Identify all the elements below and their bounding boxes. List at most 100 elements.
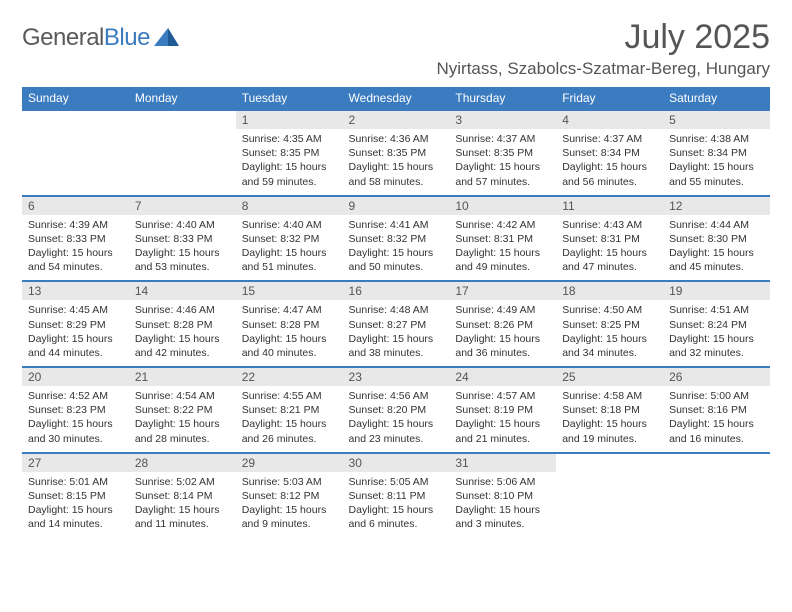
day-day2: and 16 minutes. — [669, 432, 764, 446]
day-day2: and 30 minutes. — [28, 432, 123, 446]
day-sunset: Sunset: 8:35 PM — [349, 146, 444, 160]
day-sunset: Sunset: 8:31 PM — [455, 232, 550, 246]
day-number: 3 — [449, 110, 556, 129]
day-day1: Daylight: 15 hours — [349, 332, 444, 346]
day-cell: Sunrise: 4:40 AMSunset: 8:33 PMDaylight:… — [129, 215, 236, 282]
day-day2: and 44 minutes. — [28, 346, 123, 360]
day-day2: and 49 minutes. — [455, 260, 550, 274]
day-day1: Daylight: 15 hours — [669, 332, 764, 346]
day-cell — [663, 472, 770, 538]
daynum-row: 13141516171819 — [22, 281, 770, 300]
day-day1: Daylight: 15 hours — [455, 503, 550, 517]
day-sunrise: Sunrise: 4:45 AM — [28, 303, 123, 317]
day-header: Tuesday — [236, 87, 343, 110]
day-sunset: Sunset: 8:28 PM — [242, 318, 337, 332]
day-sunset: Sunset: 8:18 PM — [562, 403, 657, 417]
day-number: 8 — [236, 196, 343, 215]
day-number: 4 — [556, 110, 663, 129]
day-day2: and 32 minutes. — [669, 346, 764, 360]
day-header: Saturday — [663, 87, 770, 110]
day-sunrise: Sunrise: 4:44 AM — [669, 218, 764, 232]
day-sunset: Sunset: 8:27 PM — [349, 318, 444, 332]
content-row: Sunrise: 4:45 AMSunset: 8:29 PMDaylight:… — [22, 300, 770, 367]
day-cell: Sunrise: 4:37 AMSunset: 8:35 PMDaylight:… — [449, 129, 556, 196]
day-sunrise: Sunrise: 4:37 AM — [562, 132, 657, 146]
day-cell — [22, 129, 129, 196]
day-day1: Daylight: 15 hours — [349, 246, 444, 260]
day-sunset: Sunset: 8:28 PM — [135, 318, 230, 332]
day-header-row: SundayMondayTuesdayWednesdayThursdayFrid… — [22, 87, 770, 110]
day-sunset: Sunset: 8:23 PM — [28, 403, 123, 417]
calendar-table: SundayMondayTuesdayWednesdayThursdayFrid… — [22, 87, 770, 537]
day-day2: and 21 minutes. — [455, 432, 550, 446]
logo-word2: Blue — [104, 24, 150, 51]
day-day1: Daylight: 15 hours — [135, 332, 230, 346]
day-sunset: Sunset: 8:34 PM — [669, 146, 764, 160]
day-sunset: Sunset: 8:35 PM — [242, 146, 337, 160]
day-number: 24 — [449, 367, 556, 386]
day-number: 9 — [343, 196, 450, 215]
day-day2: and 14 minutes. — [28, 517, 123, 531]
day-day1: Daylight: 15 hours — [349, 160, 444, 174]
daynum-row: 12345 — [22, 110, 770, 129]
logo-text: GeneralBlue — [22, 24, 150, 52]
day-number: 20 — [22, 367, 129, 386]
day-sunrise: Sunrise: 5:03 AM — [242, 475, 337, 489]
day-cell: Sunrise: 4:58 AMSunset: 8:18 PMDaylight:… — [556, 386, 663, 453]
day-sunset: Sunset: 8:32 PM — [242, 232, 337, 246]
day-day1: Daylight: 15 hours — [242, 332, 337, 346]
day-header: Wednesday — [343, 87, 450, 110]
content-row: Sunrise: 5:01 AMSunset: 8:15 PMDaylight:… — [22, 472, 770, 538]
day-sunrise: Sunrise: 4:56 AM — [349, 389, 444, 403]
day-sunrise: Sunrise: 4:49 AM — [455, 303, 550, 317]
day-day1: Daylight: 15 hours — [28, 332, 123, 346]
day-day1: Daylight: 15 hours — [669, 246, 764, 260]
day-number: 27 — [22, 453, 129, 472]
day-sunrise: Sunrise: 4:47 AM — [242, 303, 337, 317]
day-cell: Sunrise: 4:38 AMSunset: 8:34 PMDaylight:… — [663, 129, 770, 196]
day-cell: Sunrise: 4:43 AMSunset: 8:31 PMDaylight:… — [556, 215, 663, 282]
day-number: 16 — [343, 281, 450, 300]
content-row: Sunrise: 4:52 AMSunset: 8:23 PMDaylight:… — [22, 386, 770, 453]
day-cell: Sunrise: 4:46 AMSunset: 8:28 PMDaylight:… — [129, 300, 236, 367]
logo-word1: General — [22, 24, 104, 51]
day-number: 28 — [129, 453, 236, 472]
day-sunrise: Sunrise: 4:54 AM — [135, 389, 230, 403]
day-day1: Daylight: 15 hours — [455, 246, 550, 260]
day-header: Monday — [129, 87, 236, 110]
day-sunrise: Sunrise: 4:46 AM — [135, 303, 230, 317]
day-number: 22 — [236, 367, 343, 386]
content-row: Sunrise: 4:39 AMSunset: 8:33 PMDaylight:… — [22, 215, 770, 282]
day-sunset: Sunset: 8:33 PM — [135, 232, 230, 246]
day-sunset: Sunset: 8:26 PM — [455, 318, 550, 332]
day-cell: Sunrise: 4:39 AMSunset: 8:33 PMDaylight:… — [22, 215, 129, 282]
day-sunrise: Sunrise: 4:48 AM — [349, 303, 444, 317]
day-sunset: Sunset: 8:11 PM — [349, 489, 444, 503]
day-number: 10 — [449, 196, 556, 215]
daynum-row: 2728293031 — [22, 453, 770, 472]
day-number: 13 — [22, 281, 129, 300]
content-row: Sunrise: 4:35 AMSunset: 8:35 PMDaylight:… — [22, 129, 770, 196]
day-sunset: Sunset: 8:10 PM — [455, 489, 550, 503]
day-sunset: Sunset: 8:16 PM — [669, 403, 764, 417]
day-sunrise: Sunrise: 4:38 AM — [669, 132, 764, 146]
day-sunset: Sunset: 8:15 PM — [28, 489, 123, 503]
day-cell: Sunrise: 5:00 AMSunset: 8:16 PMDaylight:… — [663, 386, 770, 453]
day-day2: and 51 minutes. — [242, 260, 337, 274]
day-day1: Daylight: 15 hours — [455, 332, 550, 346]
day-sunrise: Sunrise: 4:51 AM — [669, 303, 764, 317]
day-number: 5 — [663, 110, 770, 129]
day-number — [556, 453, 663, 472]
day-cell: Sunrise: 4:37 AMSunset: 8:34 PMDaylight:… — [556, 129, 663, 196]
day-sunrise: Sunrise: 4:40 AM — [135, 218, 230, 232]
day-number: 11 — [556, 196, 663, 215]
day-day1: Daylight: 15 hours — [242, 246, 337, 260]
day-day1: Daylight: 15 hours — [242, 417, 337, 431]
day-header: Friday — [556, 87, 663, 110]
day-day1: Daylight: 15 hours — [135, 246, 230, 260]
day-sunrise: Sunrise: 4:58 AM — [562, 389, 657, 403]
day-cell: Sunrise: 4:49 AMSunset: 8:26 PMDaylight:… — [449, 300, 556, 367]
day-number: 29 — [236, 453, 343, 472]
day-cell: Sunrise: 4:35 AMSunset: 8:35 PMDaylight:… — [236, 129, 343, 196]
day-sunset: Sunset: 8:20 PM — [349, 403, 444, 417]
